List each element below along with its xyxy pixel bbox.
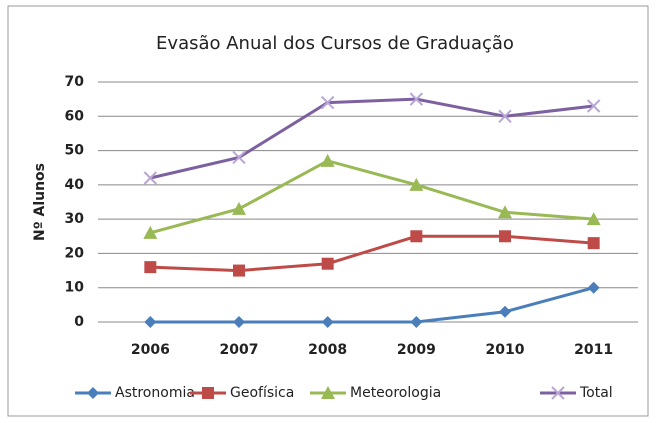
series-line: [149, 97, 594, 180]
data-point: [320, 95, 335, 110]
legend-marker: [87, 387, 99, 399]
x-tick-label: 2007: [220, 342, 259, 358]
legend-label: Astronomia: [115, 385, 195, 401]
data-point: [233, 264, 245, 277]
series-line: [150, 234, 594, 273]
data-point: [320, 153, 335, 167]
y-tick-label: 50: [65, 143, 85, 159]
data-point: [498, 109, 512, 123]
data-point: [321, 257, 334, 270]
data-point: [586, 212, 601, 226]
data-point: [499, 305, 511, 318]
x-tick-label: 2008: [308, 342, 347, 358]
data-point: [587, 281, 600, 294]
legend-marker: [202, 387, 214, 399]
series-line: [150, 286, 595, 324]
chart-title: Evasão Anual dos Cursos de Graduação: [156, 33, 514, 54]
data-point: [409, 92, 424, 106]
legend-marker: [321, 386, 335, 399]
legend-label: Meteorologia: [350, 385, 441, 401]
data-point: [410, 316, 423, 328]
data-point: [144, 316, 157, 328]
data-point: [499, 230, 511, 243]
data-point: [143, 171, 158, 185]
y-axis-label: Nº Alunos: [32, 163, 48, 241]
series-line: [149, 159, 594, 235]
data-point: [498, 205, 512, 219]
legend-label: Geofísica: [230, 385, 294, 401]
data-point: [586, 99, 601, 113]
y-tick-label: 20: [65, 245, 85, 261]
y-tick-label: 0: [74, 314, 84, 330]
legend-label: Total: [579, 385, 613, 401]
data-point: [321, 316, 334, 328]
y-tick-label: 30: [65, 211, 85, 227]
data-point: [409, 177, 424, 191]
x-tick-label: 2006: [131, 342, 170, 358]
y-tick-label: 60: [65, 108, 85, 124]
y-tick-label: 40: [65, 177, 85, 193]
data-point: [587, 237, 600, 250]
x-tick-label: 2010: [486, 342, 525, 358]
legend-marker: [551, 386, 565, 400]
x-tick-label: 2011: [574, 342, 613, 358]
data-point: [232, 201, 246, 215]
chart-border: [7, 5, 649, 417]
data-point: [232, 150, 246, 165]
data-point: [233, 316, 245, 328]
x-tick-label: 2009: [397, 342, 436, 358]
data-point: [144, 261, 157, 274]
data-point: [143, 225, 158, 239]
y-tick-label: 10: [65, 280, 85, 296]
data-point: [410, 230, 423, 243]
y-tick-label: 70: [65, 74, 85, 90]
